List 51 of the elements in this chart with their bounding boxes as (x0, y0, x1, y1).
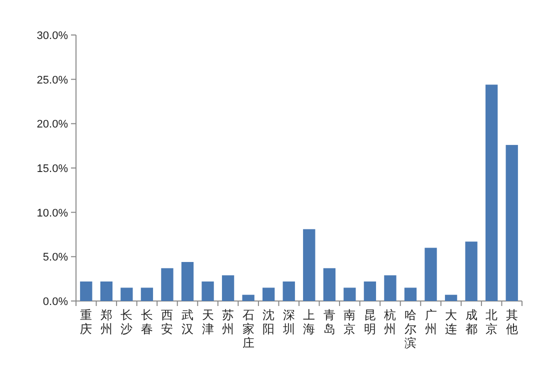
bar (323, 268, 336, 301)
x-tick-label: 长沙 (120, 308, 133, 336)
bar (120, 288, 133, 301)
bar (444, 294, 458, 301)
bar (486, 84, 498, 301)
y-tick-label: 10.0% (36, 207, 68, 220)
bar (384, 275, 396, 301)
x-tick-label: 杭州 (383, 308, 396, 336)
bar (364, 281, 376, 301)
x-tick-label: 广州 (424, 308, 437, 336)
bar (202, 281, 214, 301)
bar (181, 262, 194, 301)
x-tick-label: 沈阳 (262, 308, 275, 336)
y-tick-label: 5.0% (42, 252, 68, 264)
x-tick-label: 北京 (486, 308, 498, 336)
x-tick-label: 武汉 (182, 308, 194, 336)
bar (140, 288, 154, 301)
x-tick-label: 西安 (161, 308, 174, 336)
x-tick-label: 昆明 (364, 308, 376, 336)
x-tick-label: 郑州 (100, 308, 112, 336)
x-tick-label: 重庆 (80, 308, 92, 336)
bar (303, 229, 316, 301)
bar (242, 294, 254, 301)
bar (100, 281, 112, 301)
x-tick-label: 南京 (344, 308, 356, 336)
x-tick-label: 上海 (303, 308, 316, 336)
x-tick-label: 哈尔滨 (404, 308, 416, 350)
bar (161, 268, 174, 301)
x-tick-label: 其他 (506, 308, 518, 336)
bar (506, 144, 518, 301)
y-tick-label: 15.0% (36, 163, 68, 175)
bar (222, 275, 234, 301)
x-tick-label: 青岛 (323, 308, 336, 336)
y-tick-label: 30.0% (36, 30, 68, 42)
x-tick-label: 长春 (140, 308, 153, 336)
x-tick-label: 成都 (465, 308, 478, 336)
x-tick-label: 石家庄 (242, 308, 254, 350)
bar (262, 288, 275, 301)
x-tick-label: 大连 (445, 308, 458, 336)
bar (404, 288, 417, 301)
x-tick-label: 苏州 (222, 308, 234, 336)
bar (344, 288, 356, 301)
y-tick-label: 25.0% (36, 74, 68, 86)
y-tick-label: 0.0% (42, 296, 68, 308)
x-tick-label: 深圳 (282, 308, 295, 336)
bar (80, 281, 92, 301)
bar (465, 242, 478, 301)
bar (282, 281, 295, 301)
bar (424, 248, 437, 301)
y-tick-label: 20.0% (36, 118, 68, 131)
x-tick-label: 天津 (202, 308, 214, 336)
